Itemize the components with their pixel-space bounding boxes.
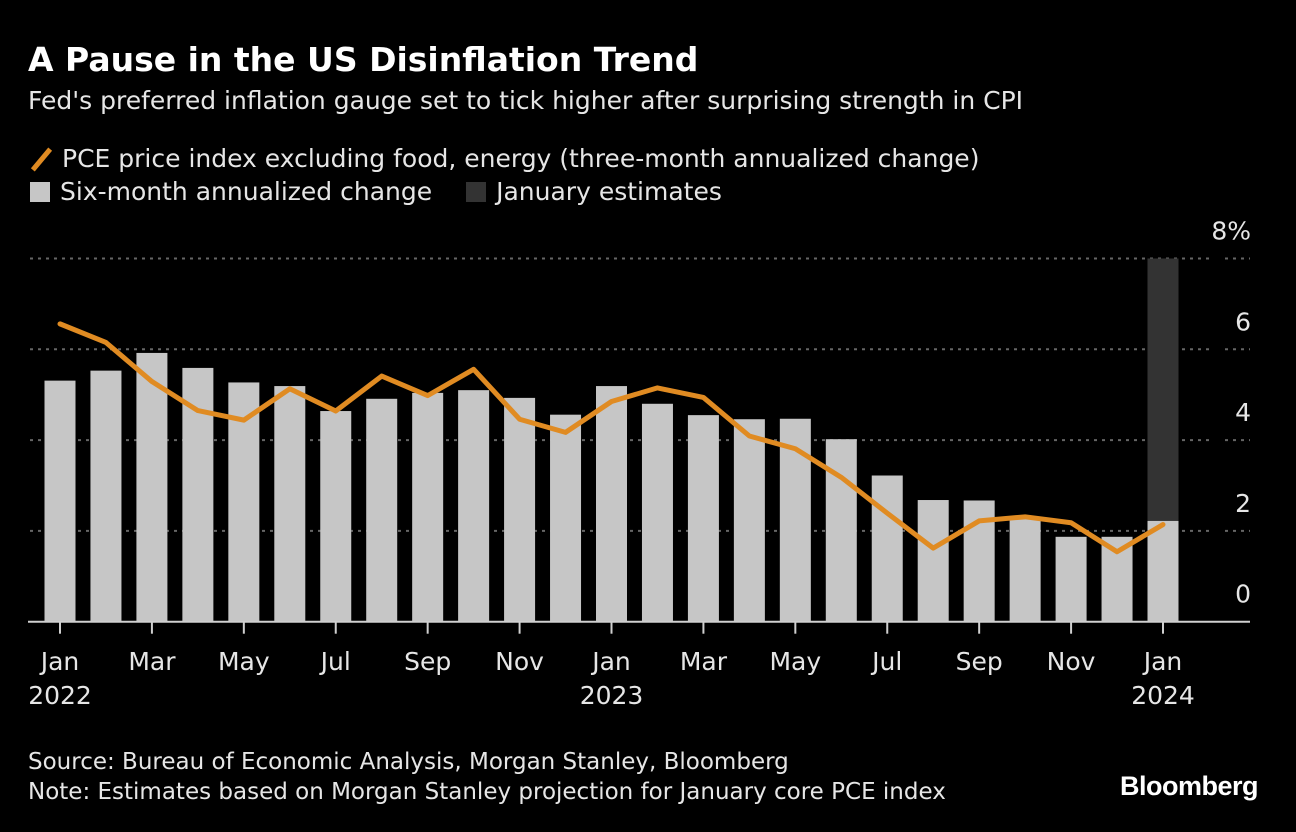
bar-mar-2023 — [687, 415, 719, 622]
bar-oct-2023 — [1009, 517, 1041, 622]
y-tick-label: 6 — [1235, 307, 1251, 336]
x-tick-month-label: Mar — [128, 647, 176, 676]
legend-estimate-label: January estimates — [496, 177, 722, 206]
x-tick-month-label: Jul — [870, 647, 902, 676]
y-tick-label: 2 — [1235, 489, 1251, 518]
bar-jan-2024 — [1147, 520, 1179, 622]
bar-swatch-icon — [30, 181, 50, 202]
bar-nov-2022 — [504, 397, 536, 622]
x-tick-month-label: Jan — [590, 647, 631, 676]
legend-bars: Six-month annualized change January esti… — [30, 177, 722, 206]
bloomberg-logo: Bloomberg — [1119, 771, 1259, 801]
bar-jul-2023 — [871, 475, 903, 622]
x-tick-month-label: Jan — [39, 647, 80, 676]
bar-jun-2023 — [825, 439, 857, 622]
x-tick-year-label: 2024 — [1131, 681, 1195, 710]
x-tick-year-label: 2022 — [28, 681, 92, 710]
x-tick-month-label: Nov — [1047, 647, 1096, 676]
bar-feb-2023 — [641, 403, 673, 622]
bar-dec-2022 — [550, 414, 582, 622]
bar-aug-2023 — [917, 500, 949, 622]
x-tick-month-label: May — [218, 647, 270, 676]
bar-sep-2022 — [412, 392, 444, 622]
chart-title: A Pause in the US Disinflation Trend — [28, 40, 699, 79]
source-note: Source: Bureau of Economic Analysis, Mor… — [28, 749, 789, 775]
legend-bar-label: Six-month annualized change — [60, 177, 433, 206]
y-tick-label: 4 — [1235, 398, 1251, 427]
bar-nov-2023 — [1055, 536, 1087, 622]
bar-jan-2022 — [44, 380, 76, 622]
bar-mar-2022 — [136, 352, 168, 622]
bar-oct-2022 — [458, 390, 490, 622]
legend-line: PCE price index excluding food, energy (… — [30, 144, 979, 173]
x-tick-month-label: Sep — [404, 647, 451, 676]
y-tick-label: 8% — [1211, 217, 1251, 246]
bar-aug-2022 — [366, 398, 398, 622]
y-tick-label: 0 — [1235, 580, 1251, 609]
bar-jun-2022 — [274, 386, 306, 622]
bar-apr-2023 — [733, 419, 765, 622]
footnote: Note: Estimates based on Morgan Stanley … — [28, 779, 946, 805]
x-tick-month-label: Nov — [495, 647, 544, 676]
x-tick-month-label: Mar — [680, 647, 728, 676]
x-tick-month-label: Jan — [1142, 647, 1183, 676]
estimate-range-bar — [1147, 258, 1179, 521]
bar-jul-2022 — [320, 411, 352, 622]
estimate-swatch-icon — [466, 181, 487, 202]
x-tick-month-label: Sep — [956, 647, 1003, 676]
legend-line-label: PCE price index excluding food, energy (… — [62, 144, 980, 173]
bar-jan-2023 — [596, 386, 627, 622]
bar-feb-2022 — [90, 370, 122, 622]
x-tick-year-label: 2023 — [580, 681, 644, 710]
chart-subtitle: Fed's preferred inflation gauge set to t… — [28, 86, 1024, 115]
x-tick-month-label: May — [769, 647, 821, 676]
x-tick-month-label: Jul — [319, 647, 351, 676]
